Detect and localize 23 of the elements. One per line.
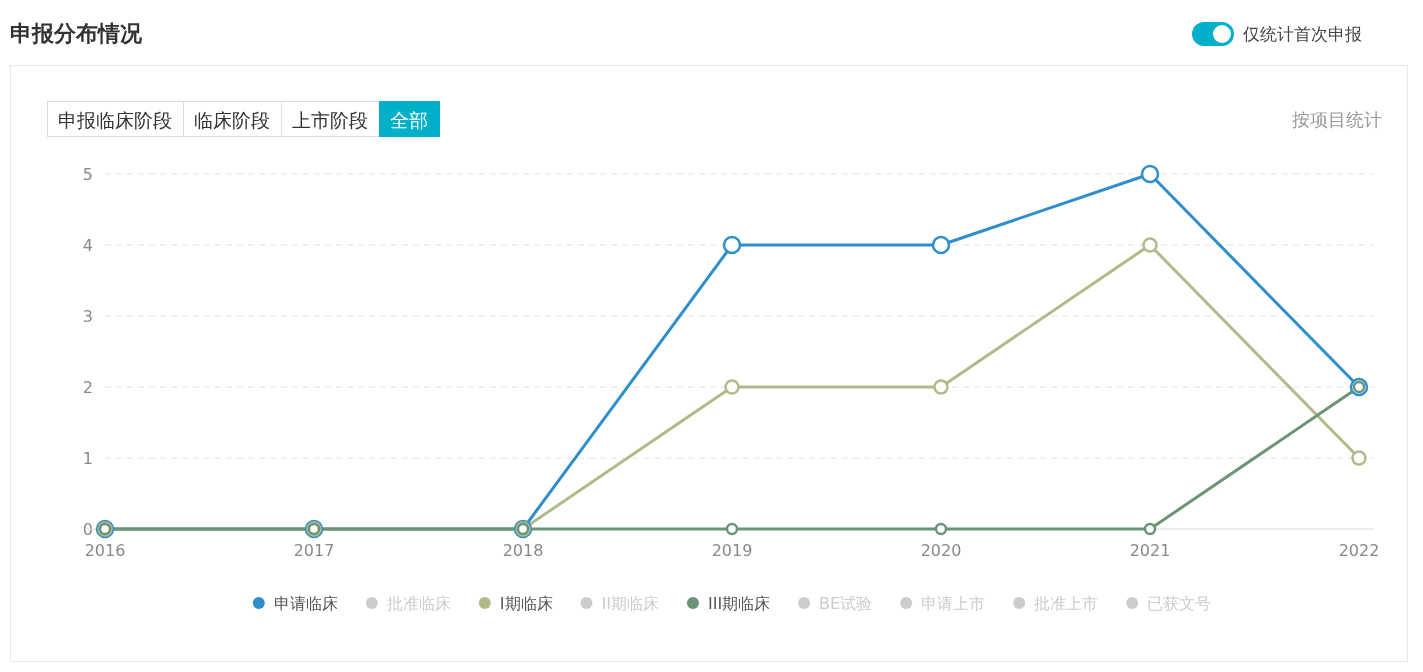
text: 申报临床阶段 bbox=[58, 109, 172, 131]
x-tick-label: 2019 bbox=[711, 541, 753, 560]
legend-label: 申请临床 bbox=[273, 594, 338, 613]
y-tick-label: 2 bbox=[82, 378, 93, 397]
text: 全部 bbox=[390, 109, 428, 131]
legend-label: I期临床 bbox=[499, 594, 553, 613]
x-tick-label: 2017 bbox=[293, 541, 335, 560]
y-tick-label: 5 bbox=[82, 165, 93, 184]
y-tick-label: 0 bbox=[82, 520, 93, 539]
x-tick-label: 2021 bbox=[1129, 541, 1171, 560]
legend-label: III期临床 bbox=[707, 594, 771, 613]
chart-title: 申报分布情况 bbox=[10, 21, 143, 46]
x-tick-label: 2022 bbox=[1338, 541, 1380, 560]
text: 仅统计首次申报 bbox=[1243, 24, 1362, 44]
text: 临床阶段 bbox=[194, 109, 270, 131]
y-tick-label: 3 bbox=[82, 307, 93, 326]
text: 按项目统计 bbox=[1292, 109, 1382, 130]
y-tick-label: 4 bbox=[82, 236, 93, 255]
x-tick-label: 2018 bbox=[502, 541, 544, 560]
x-tick-label: 2016 bbox=[84, 541, 126, 560]
y-tick-label: 1 bbox=[82, 449, 93, 468]
text: 上市阶段 bbox=[292, 109, 368, 131]
x-tick-label: 2020 bbox=[920, 541, 962, 560]
